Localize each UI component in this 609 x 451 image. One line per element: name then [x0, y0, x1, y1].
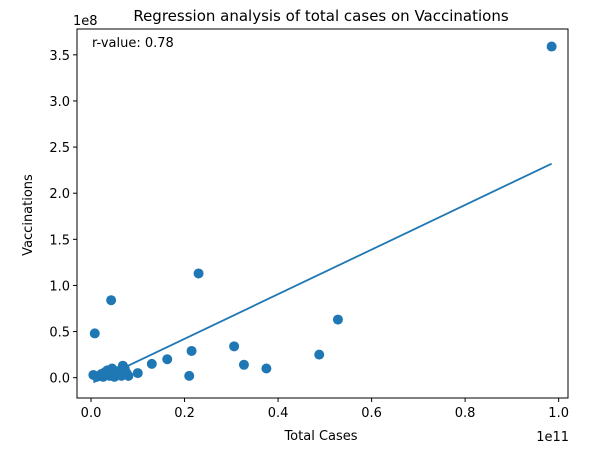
x-tick-label: 0.8 — [455, 406, 476, 421]
y-tick-label: 0.5 — [49, 326, 70, 341]
y-axis-multiplier: 1e8 — [73, 14, 98, 29]
axes-frame — [76, 28, 569, 399]
x-axis-label: Total Cases — [283, 429, 357, 444]
plot-area — [88, 41, 557, 384]
y-axis-ticks: 0.0 0.5 1.0 1.5 2.0 2.5 3.0 3.5 — [49, 49, 77, 387]
scatter-point — [261, 363, 272, 374]
scatter-point — [106, 295, 117, 306]
regression-line — [92, 162, 553, 384]
scatter-point — [89, 328, 100, 339]
scatter-point — [193, 268, 204, 279]
x-axis-multiplier: 1e11 — [536, 430, 569, 445]
x-tick-label: 1.0 — [548, 406, 569, 421]
y-tick-label: 0.0 — [49, 372, 70, 387]
scatter-point — [184, 370, 195, 381]
chart-title: Regression analysis of total cases on Va… — [133, 7, 509, 25]
scatter-point — [132, 368, 143, 379]
scatter-point — [546, 41, 557, 52]
scatter-point — [162, 354, 173, 365]
x-tick-label: 0.0 — [81, 406, 102, 421]
y-tick-label: 2.5 — [49, 141, 70, 156]
scatter-point — [314, 349, 325, 360]
y-tick-label: 3.5 — [49, 49, 70, 64]
y-axis-label: Vaccinations — [21, 174, 36, 256]
y-tick-label: 2.0 — [49, 187, 70, 202]
y-tick-label: 3.0 — [49, 95, 70, 110]
x-tick-label: 0.6 — [361, 406, 382, 421]
scatter-point — [229, 341, 240, 352]
x-tick-label: 0.4 — [268, 406, 289, 421]
scatter-point — [123, 370, 134, 381]
y-tick-label: 1.5 — [49, 233, 70, 248]
y-tick-label: 1.0 — [49, 279, 70, 294]
x-axis-ticks: 0.0 0.2 0.4 0.6 0.8 1.0 — [81, 398, 569, 421]
scatter-point — [146, 358, 157, 369]
r-value-annotation: r-value: 0.78 — [92, 36, 174, 51]
scatter-point — [332, 314, 343, 325]
scatter-point — [186, 345, 197, 356]
scatter-point — [238, 359, 249, 370]
x-tick-label: 0.2 — [174, 406, 195, 421]
